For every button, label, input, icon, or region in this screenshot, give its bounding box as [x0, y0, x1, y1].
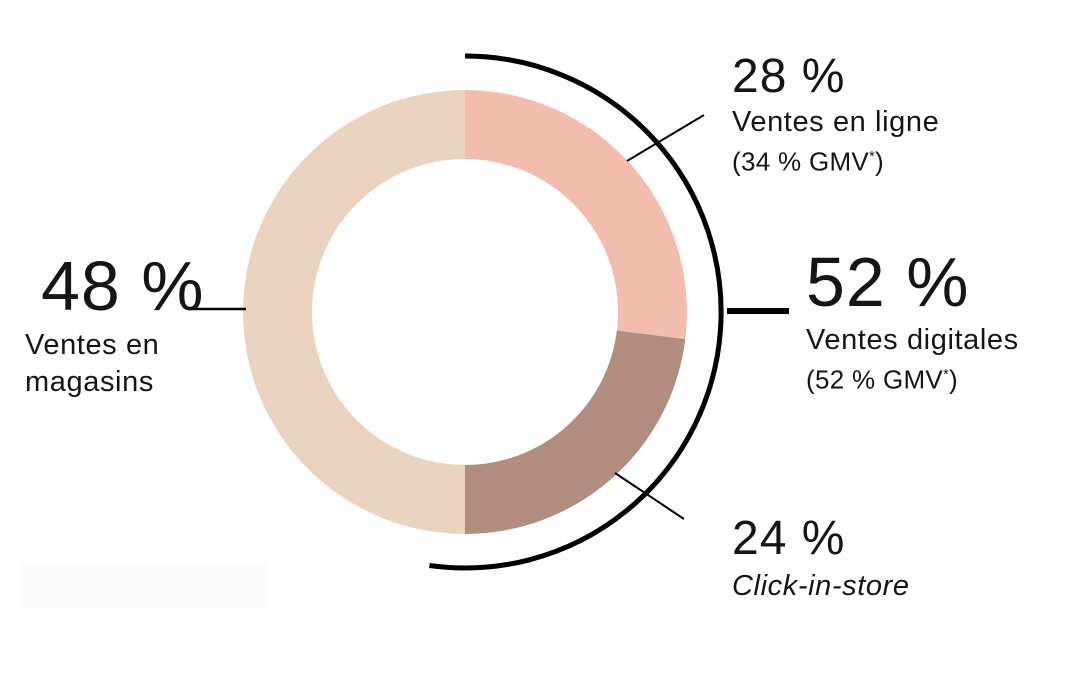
faint-box [20, 563, 267, 607]
gmv-text: (34 % GMV [732, 146, 870, 177]
ventes-digitales-name: Ventes digitales [806, 323, 1019, 356]
label-click-in-store: 24 % Click-in-store [732, 512, 910, 605]
gmv-asterisk: * [869, 148, 875, 165]
ventes-magasins-line2: magasins [25, 365, 154, 398]
ventes-digitales-pct: 52 % [806, 243, 970, 321]
ventes-en-ligne-name: Ventes en ligne [732, 105, 940, 138]
ventes-magasins-pct: 48 % [41, 247, 205, 325]
gmv-text: (52 % GMV [806, 364, 944, 395]
label-ventes-magasins: 48 % Ventes en magasins [25, 247, 205, 401]
ventes-en-ligne-pct: 28 % [732, 50, 846, 103]
connector-line-ventes-en-ligne [626, 114, 705, 162]
ventes-en-ligne-gmv: (34 % GMV*) [732, 141, 939, 179]
connector-line-click-in-store [614, 472, 685, 520]
ventes-digitales-gmv: (52 % GMV*) [806, 359, 1019, 397]
gmv-close-paren: ) [948, 364, 958, 395]
click-in-store-pct: 24 % [732, 512, 846, 565]
digital-sales-bracket-arc [429, 53, 724, 571]
donut-hole [312, 159, 618, 465]
gmv-asterisk: * [943, 366, 949, 383]
connector-layer [193, 114, 789, 520]
ventes-magasins-line1: Ventes en [25, 328, 160, 361]
click-in-store-name: Click-in-store [732, 569, 910, 602]
donut-layer [243, 53, 724, 571]
gmv-close-paren: ) [874, 146, 884, 177]
label-ventes-digitales: 52 % Ventes digitales (52 % GMV*) [806, 243, 1019, 397]
label-ventes-en-ligne: 28 % Ventes en ligne (34 % GMV*) [732, 50, 939, 178]
